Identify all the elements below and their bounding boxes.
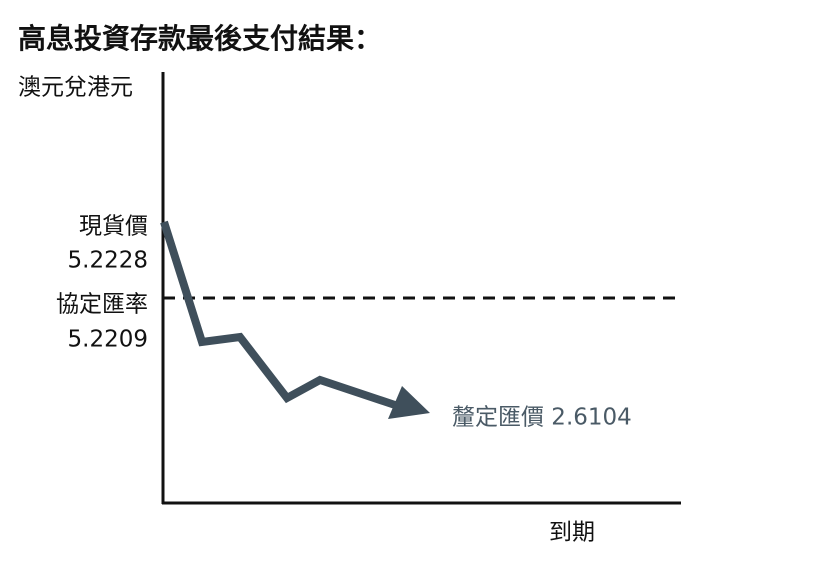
spot-value: 5.2228 [68, 248, 148, 274]
arrow-head [388, 386, 430, 419]
y-axis-label: 澳元兌港元 [18, 75, 133, 101]
fixing-label: 釐定匯價 2.6104 [452, 405, 632, 431]
strike-label: 協定匯率 [56, 292, 148, 318]
title: 高息投資存款最後支付結果： [18, 22, 382, 55]
strike-value: 5.2209 [68, 327, 148, 353]
spot-label: 現貨價 [79, 214, 148, 240]
x-axis-label: 到期 [549, 520, 595, 546]
rate-path [160, 220, 400, 410]
